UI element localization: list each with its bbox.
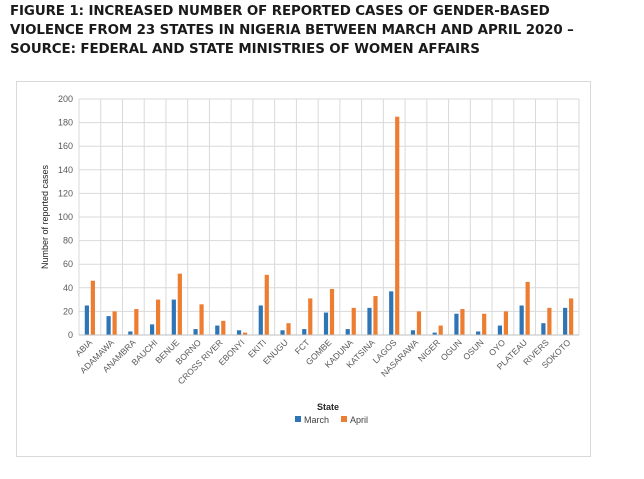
figure-title-line-1: FIGURE 1: INCREASED NUMBER OF REPORTED C… [10, 4, 550, 19]
bar-march-fct [302, 329, 307, 335]
bar-april-bauchi [155, 299, 161, 335]
bar-april-kaduna [351, 307, 356, 335]
bar-march-niger [432, 332, 437, 335]
gridlines [78, 98, 580, 336]
bar-april-plateau [525, 281, 530, 335]
y-tick-label: 100 [58, 212, 73, 222]
legend-label-march: March [304, 415, 329, 425]
chart-frame: 0 20 40 60 80 100 120 140 160 180 200 ABIA ADAMAWA AN… [16, 81, 591, 457]
y-tick-label: 20 [63, 306, 73, 316]
bar-april-enugu [286, 323, 291, 335]
bar-march-bauchi [149, 324, 155, 335]
bar-april-borno [199, 304, 204, 335]
legend-swatch-april [341, 416, 347, 422]
x-tick-label: OSUN [461, 337, 486, 362]
legend-swatch-march [295, 416, 301, 422]
y-tick-label: 0 [68, 330, 73, 340]
bar-march-abia [84, 305, 89, 335]
figure-title-line-3: SOURCE: FEDERAL AND STATE MINISTRIES OF … [10, 42, 480, 57]
bar-march-oyo [497, 325, 503, 335]
x-tick-label: NIGER [416, 337, 442, 363]
bar-april-rivers [547, 307, 552, 335]
bar-chart: 020406080100120140160180200ABIAADAMAWAAN… [40, 94, 580, 425]
x-axis-title: State [317, 402, 339, 412]
bar-march-enugu [280, 330, 285, 335]
bar-march-sokoto [563, 307, 568, 335]
bars [84, 116, 574, 335]
bar-march-anambra [128, 331, 133, 335]
y-tick-label: 160 [58, 141, 73, 151]
bar-april-anambra [134, 309, 139, 335]
y-tick-label: 40 [63, 283, 73, 293]
bar-april-niger [438, 325, 443, 335]
bar-march-ekiti [258, 305, 263, 335]
y-tick-label: 200 [58, 94, 73, 104]
y-tick-label: 80 [63, 236, 73, 246]
y-tick-label: 120 [58, 188, 73, 198]
bar-march-borno [193, 329, 198, 335]
bar-april-ogun [460, 309, 465, 335]
bar-march-gombe [323, 312, 329, 335]
bar-march-ogun [454, 313, 459, 335]
bar-april-nasarawa [416, 311, 422, 335]
bar-april-sokoto [569, 298, 574, 335]
bar-march-kaduna [345, 329, 350, 335]
figure-title-line-2: VIOLENCE FROM 23 STATES IN NIGERIA BETWE… [10, 23, 574, 38]
bar-april-osun [482, 313, 487, 335]
bar-april-adamawa [112, 311, 117, 335]
bar-april-benue [177, 273, 182, 335]
bar-march-ebonyi [236, 330, 242, 335]
bar-april-oyo [503, 311, 509, 335]
bar-march-adamawa [106, 316, 111, 335]
bar-march-lagos [389, 291, 394, 335]
bar-april-gombe [329, 288, 335, 335]
y-tick-label: 140 [58, 165, 73, 175]
bar-april-ebonyi [242, 332, 248, 335]
bar-march-rivers [541, 323, 546, 335]
bar-march-katsina [367, 307, 372, 335]
bar-march-cross-river [215, 325, 220, 335]
bar-april-cross-river [221, 320, 226, 335]
bar-april-katsina [373, 296, 378, 335]
legend-label-april: April [350, 415, 368, 425]
bar-march-osun [476, 331, 481, 335]
y-tick-label: 60 [63, 259, 73, 269]
x-tick-label: OGUN [439, 337, 464, 362]
bar-march-nasarawa [410, 330, 416, 335]
y-axis-title: Number of reported cases [40, 164, 50, 269]
figure-title: FIGURE 1: INCREASED NUMBER OF REPORTED C… [10, 2, 630, 59]
bar-march-plateau [519, 305, 524, 335]
bar-april-abia [90, 280, 95, 335]
bar-april-fct [308, 298, 313, 335]
bar-april-ekiti [264, 274, 269, 335]
y-tick-label: 180 [58, 118, 73, 128]
legend: March April [295, 415, 368, 425]
bar-march-benue [171, 299, 176, 335]
bar-april-lagos [395, 116, 400, 335]
